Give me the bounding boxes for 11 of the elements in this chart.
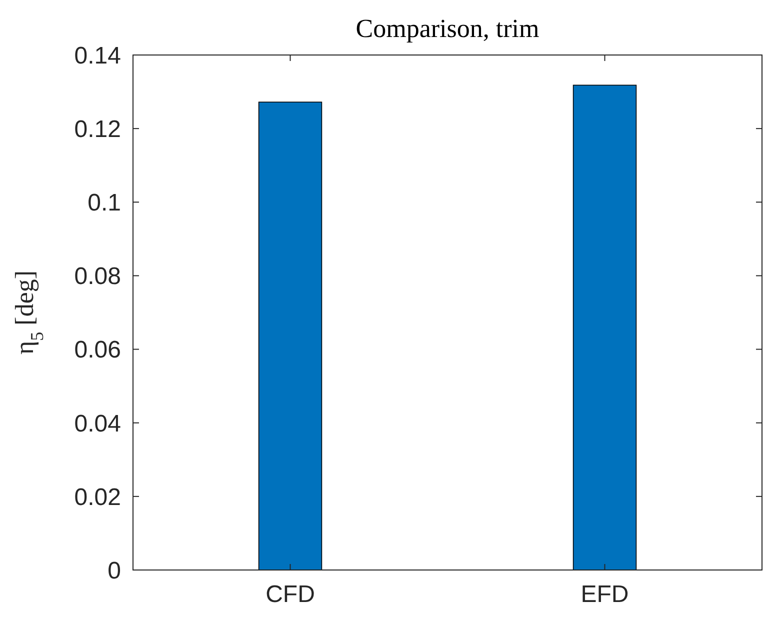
y-tick-label: 0.04 [74, 410, 121, 438]
y-tick-label: 0 [108, 557, 121, 584]
y-tick-label: 0.12 [74, 116, 121, 143]
y-tick-label: 0.1 [88, 190, 121, 217]
y-tick-label: 0.02 [74, 484, 121, 511]
x-tick-label: CFD [266, 581, 315, 608]
y-tick-label: 0.08 [74, 263, 121, 290]
y-tick-label: 0.06 [74, 336, 121, 364]
x-tick-label: EFD [580, 581, 629, 608]
chart-title: Comparison, trim [356, 14, 540, 43]
y-tick-label: 0.14 [74, 42, 121, 70]
